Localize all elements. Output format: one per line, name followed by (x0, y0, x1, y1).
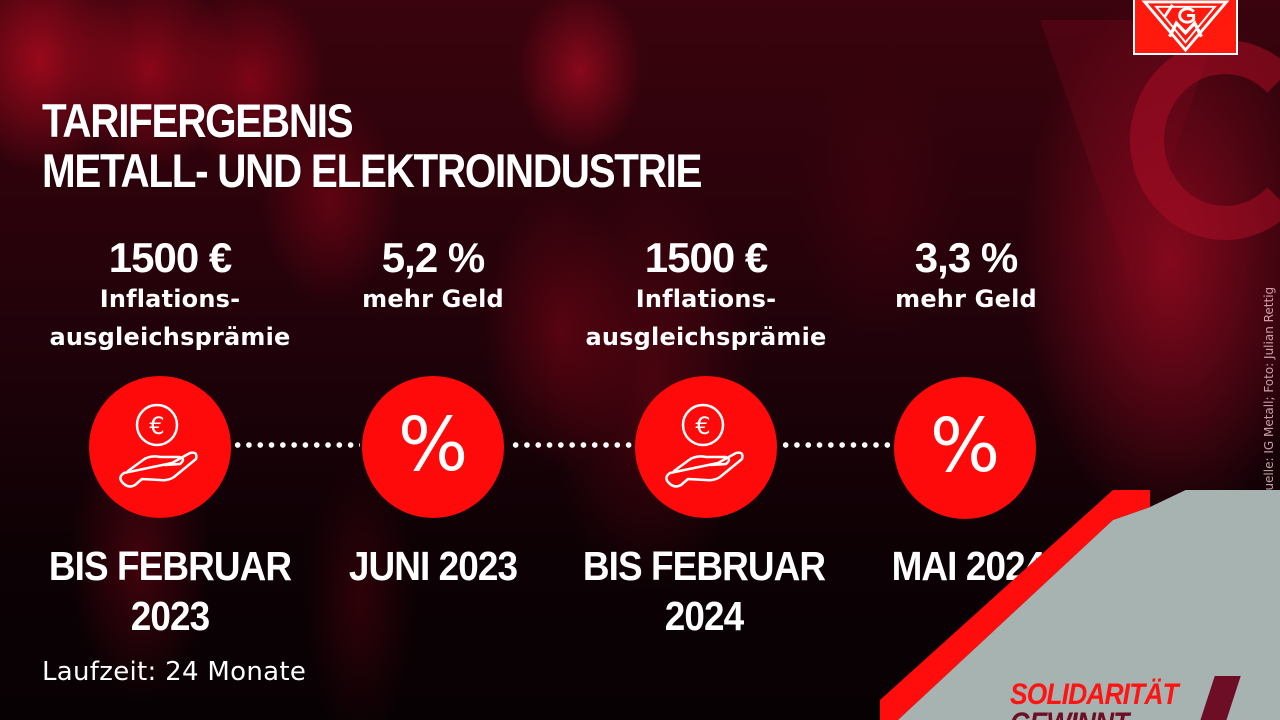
source-credit: Quelle: IG Metall; Foto: Julian Rettig (1262, 286, 1276, 500)
igm-triangle-icon (1141, 0, 1230, 53)
timeline-item-4-header: 3,3 % mehr Geld (826, 236, 1106, 318)
ig-metall-logo (1133, 0, 1238, 55)
description-line-1: mehr Geld (895, 285, 1037, 313)
amount: 1500 € (644, 234, 768, 281)
page-title: TARIFERGEBNIS METALL- UND ELEKTROINDUSTR… (42, 94, 703, 197)
description-line-2: ausgleichsprämie (585, 323, 827, 351)
percent-icon: % (929, 403, 1001, 489)
timeline-icon-circle-3: € (635, 376, 777, 518)
hand-euro-icon: € (119, 403, 198, 488)
timeline-item-1-header: 1500 € Inflations- ausgleichsprämie (30, 236, 310, 356)
corner-banner (880, 490, 1280, 720)
timeline-item-3-date: BIS FEBRUAR 2024 (564, 541, 844, 641)
date-line-1: BIS FEBRUAR (48, 543, 292, 589)
percent-icon: % (397, 402, 469, 488)
contract-duration: Laufzeit: 24 Monate (42, 657, 307, 687)
date-line-1: BIS FEBRUAR (582, 543, 826, 589)
svg-text:€: € (149, 412, 164, 440)
timeline-item-3-header: 1500 € Inflations- ausgleichsprämie (566, 236, 846, 356)
date-line-2: 2024 (664, 593, 744, 639)
description-line-1: mehr Geld (362, 285, 504, 313)
title-line-1: TARIFERGEBNIS (42, 94, 354, 147)
slogan-line-1: SOLIDARITÄT (1010, 678, 1179, 711)
description-line-1: Inflations- (99, 285, 241, 313)
timeline-connector (510, 442, 636, 448)
amount: 5,2 % (381, 234, 485, 281)
diagonal-stripe-shape (880, 490, 1280, 720)
slogan-line-2: GEWINNT (1010, 709, 1129, 720)
description-line-1: Inflations- (635, 285, 777, 313)
timeline-connector (780, 442, 892, 448)
hand-euro-icon: € (665, 403, 744, 488)
timeline-icon-circle-4: % (894, 377, 1036, 519)
svg-text:€: € (695, 412, 710, 440)
title-line-2: METALL- UND ELEKTROINDUSTRIE (42, 144, 703, 197)
description-line-2: ausgleichsprämie (49, 323, 291, 351)
amount: 3,3 % (914, 234, 1018, 281)
timeline-item-2-header: 5,2 % mehr Geld (293, 236, 573, 318)
date-line-2: 2023 (130, 593, 210, 639)
timeline-item-1-date: BIS FEBRUAR 2023 (30, 541, 310, 641)
timeline-icon-circle-2: % (362, 376, 504, 518)
amount: 1500 € (108, 234, 232, 281)
timeline-connector (232, 442, 360, 448)
timeline-icon-circle-1: € (89, 376, 231, 518)
date-line-1: JUNI 2023 (348, 543, 518, 589)
timeline-item-2-date: JUNI 2023 (293, 541, 573, 591)
